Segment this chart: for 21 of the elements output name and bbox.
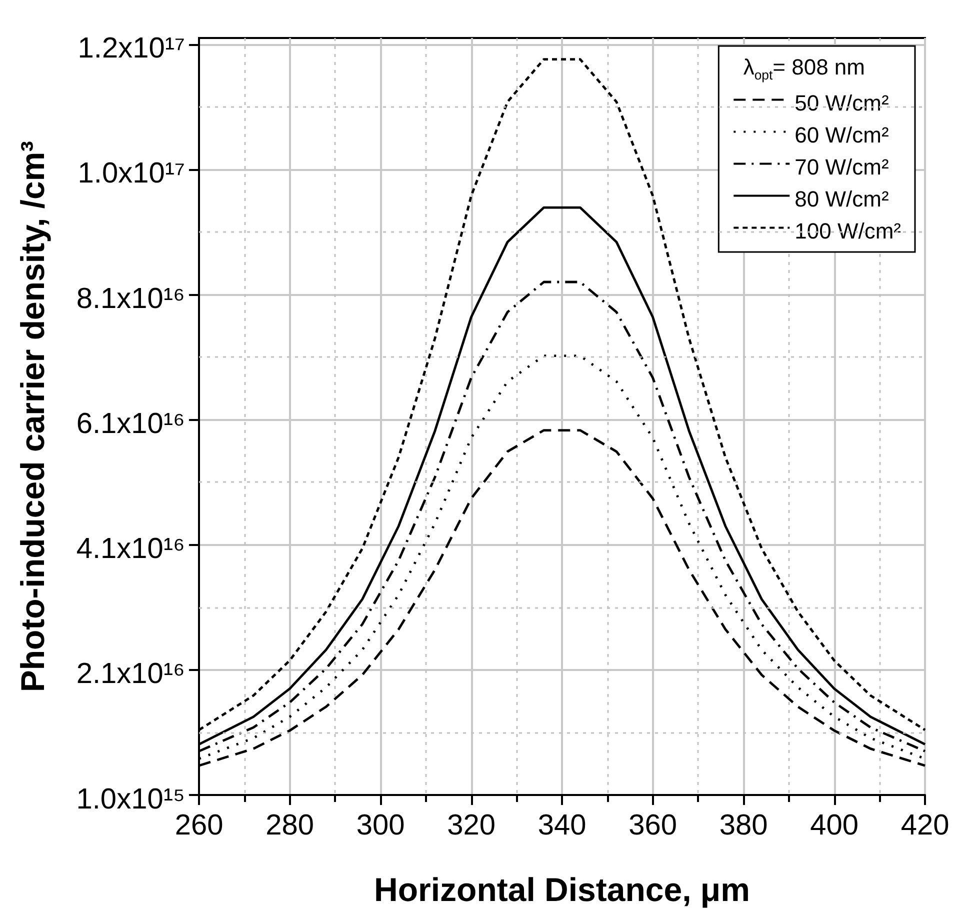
y-tick-label: 4.1x10¹⁶ [76,533,185,566]
x-tick-label: 340 [538,810,586,842]
y-tick-label: 2.1x10¹⁶ [76,658,185,690]
y-axis-title: Photo-induced carrier density, /cm³ [14,140,51,692]
legend-label: 70 W/cm² [794,154,889,180]
y-tick-label: 1.2x10¹⁷ [78,32,185,65]
legend-label: 100 W/cm² [794,218,902,244]
legend-label: 80 W/cm² [794,186,889,212]
x-tick-label: 420 [900,810,950,842]
y-tick-label: 8.1x10¹⁶ [76,282,185,315]
legend-label: 60 W/cm² [794,122,889,148]
x-tick-label: 400 [810,810,858,842]
y-tick-label: 1.0x10¹⁷ [78,158,185,190]
x-tick-label: 300 [356,810,405,842]
x-axis-title: Horizontal Distance, μm [374,871,750,908]
x-tick-label: 320 [447,810,496,842]
x-tick-label: 280 [266,810,314,842]
x-tick-label: 360 [628,810,677,842]
x-tick-label: 380 [719,810,768,842]
legend-label: 50 W/cm² [794,90,889,116]
y-tick-label: 6.1x10¹⁶ [76,408,185,440]
